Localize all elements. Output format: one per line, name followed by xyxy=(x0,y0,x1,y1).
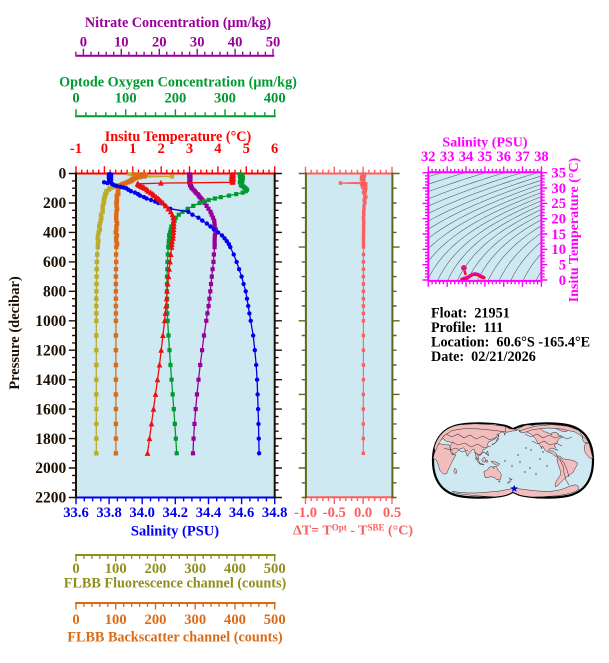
svg-text:Date: 02/21/2026: Date: 02/21/2026 xyxy=(431,349,536,365)
svg-text:Salinity (PSU): Salinity (PSU) xyxy=(131,524,219,540)
svg-text:1400: 1400 xyxy=(35,372,66,389)
svg-text:33.8: 33.8 xyxy=(96,505,122,521)
svg-text:1200: 1200 xyxy=(35,342,66,359)
svg-text:5: 5 xyxy=(243,141,250,157)
svg-text:35: 35 xyxy=(478,149,493,165)
svg-text:800: 800 xyxy=(43,284,67,301)
svg-text:34.4: 34.4 xyxy=(196,505,222,521)
svg-text:Nitrate Concentration (μm/kg): Nitrate Concentration (μm/kg) xyxy=(85,15,271,31)
svg-text:200: 200 xyxy=(164,91,186,107)
svg-text:34.2: 34.2 xyxy=(163,505,189,521)
svg-text:400: 400 xyxy=(43,225,67,242)
svg-text:3: 3 xyxy=(186,141,193,157)
svg-text:-0.5: -0.5 xyxy=(323,505,346,521)
svg-text:100: 100 xyxy=(115,91,137,107)
svg-text:FLBB Backscatter channel (coun: FLBB Backscatter channel (counts) xyxy=(67,630,283,646)
svg-text:FLBB Fluorescence channel (cou: FLBB Fluorescence channel (counts) xyxy=(64,576,287,592)
svg-text:6: 6 xyxy=(271,141,278,157)
svg-text:Profile: 111: Profile: 111 xyxy=(431,320,503,336)
svg-text:300: 300 xyxy=(214,91,236,107)
svg-text:600: 600 xyxy=(43,254,67,271)
svg-text:Location: 60.6°S -165.4°E: Location: 60.6°S -165.4°E xyxy=(431,335,590,351)
svg-text:10: 10 xyxy=(551,242,566,258)
svg-text:34.8: 34.8 xyxy=(262,505,288,521)
svg-text:200: 200 xyxy=(43,195,67,212)
svg-text:0: 0 xyxy=(559,273,566,289)
svg-text:0: 0 xyxy=(101,141,108,157)
svg-text:200: 200 xyxy=(145,612,167,628)
svg-text:10: 10 xyxy=(114,35,129,51)
svg-text:38: 38 xyxy=(534,149,549,165)
svg-text:20: 20 xyxy=(152,35,167,51)
svg-text:400: 400 xyxy=(224,561,246,577)
svg-text:0.5: 0.5 xyxy=(383,505,401,521)
svg-text:32: 32 xyxy=(421,149,436,165)
svg-text:-1: -1 xyxy=(70,141,82,157)
svg-text:0: 0 xyxy=(72,561,79,577)
svg-text:Insitu Temperature (°C): Insitu Temperature (°C) xyxy=(567,157,582,302)
svg-text:1: 1 xyxy=(129,141,136,157)
svg-text:1800: 1800 xyxy=(35,431,66,448)
svg-text:Insitu Temperature (°C): Insitu Temperature (°C) xyxy=(105,129,252,145)
svg-text:37: 37 xyxy=(515,149,530,165)
svg-text:20: 20 xyxy=(551,212,566,228)
svg-text:0.0: 0.0 xyxy=(354,505,372,521)
svg-text:33.6: 33.6 xyxy=(63,505,89,521)
svg-text:50: 50 xyxy=(266,35,281,51)
svg-text:25: 25 xyxy=(551,196,566,212)
svg-text:100: 100 xyxy=(105,561,127,577)
svg-text:-1.0: -1.0 xyxy=(294,505,317,521)
svg-text:33: 33 xyxy=(440,149,455,165)
svg-text:0: 0 xyxy=(58,166,66,183)
svg-text:36: 36 xyxy=(496,149,511,165)
svg-text:2200: 2200 xyxy=(35,490,66,507)
svg-text:Float: 21951: Float: 21951 xyxy=(431,306,510,322)
svg-text:1600: 1600 xyxy=(35,401,66,418)
svg-text:0: 0 xyxy=(80,35,87,51)
svg-text:15: 15 xyxy=(551,227,566,243)
svg-text:500: 500 xyxy=(264,612,286,628)
svg-text:Optode Oxygen Concentration (μ: Optode Oxygen Concentration (μm/kg) xyxy=(59,75,297,91)
svg-text:30: 30 xyxy=(551,181,566,197)
svg-text:500: 500 xyxy=(264,561,286,577)
svg-text:300: 300 xyxy=(184,561,206,577)
svg-text:0: 0 xyxy=(72,612,79,628)
svg-text:300: 300 xyxy=(184,612,206,628)
svg-text:34.6: 34.6 xyxy=(229,505,255,521)
svg-text:0: 0 xyxy=(72,91,79,107)
svg-text:5: 5 xyxy=(559,258,566,274)
svg-text:30: 30 xyxy=(190,35,205,51)
svg-text:40: 40 xyxy=(228,35,243,51)
svg-text:400: 400 xyxy=(264,91,286,107)
svg-text:Pressure (decibar): Pressure (decibar) xyxy=(7,276,23,390)
svg-text:100: 100 xyxy=(105,612,127,628)
svg-text:34.0: 34.0 xyxy=(129,505,155,521)
svg-text:2: 2 xyxy=(158,141,165,157)
svg-text:2000: 2000 xyxy=(35,460,66,477)
svg-text:Salinity (PSU): Salinity (PSU) xyxy=(442,136,528,151)
svg-text:200: 200 xyxy=(145,561,167,577)
svg-text:35: 35 xyxy=(551,166,566,182)
svg-text:4: 4 xyxy=(214,141,222,157)
svg-text:34: 34 xyxy=(459,149,474,165)
svg-text:ΔT= TOpt - TSBE (°C): ΔT= TOpt - TSBE (°C) xyxy=(293,523,413,539)
svg-text:400: 400 xyxy=(224,612,246,628)
svg-text:1000: 1000 xyxy=(35,313,66,330)
